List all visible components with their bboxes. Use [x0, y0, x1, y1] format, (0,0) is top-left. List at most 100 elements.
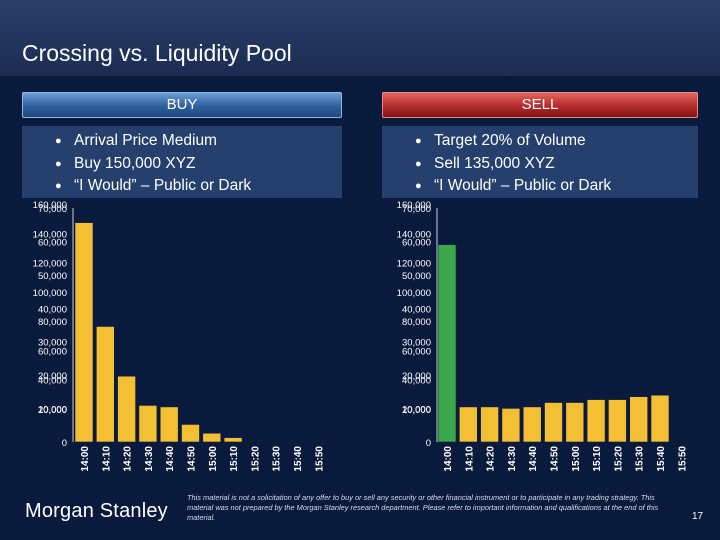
bullet-icon: ●: [55, 157, 62, 170]
sell-x-tick-label: 14:50: [550, 446, 561, 472]
buy-y-tick-label-overlay: 140,000: [33, 229, 67, 240]
buy-y-tick-label: 50,000: [38, 271, 67, 282]
sell-bullet-text: Sell 135,000 XYZ: [434, 154, 555, 172]
sell-y-tick-label: 20,000: [402, 371, 431, 382]
sell-y-tick-label-overlay: 40,000: [402, 376, 431, 387]
buy-x-tick-label: 15:10: [229, 446, 240, 472]
buy-header: BUY: [22, 92, 342, 118]
sell-bullet-text: “I Would” – Public or Dark: [434, 177, 612, 194]
sell-bar: [586, 399, 606, 443]
sell-y-tick-label-overlay: 160,000: [397, 200, 431, 211]
buy-bar: [181, 424, 200, 443]
buy-x-tick-label: 15:40: [293, 446, 304, 472]
buy-x-tick-label: 14:20: [123, 446, 134, 472]
sell-y-tick-label: 0: [426, 438, 431, 449]
sell-x-tick-label: 14:20: [486, 446, 497, 472]
sell-bullet-text: Target 20% of Volume: [434, 132, 586, 149]
bullet-icon: ●: [55, 180, 62, 192]
sell-x-tick-label: 15:30: [635, 446, 646, 472]
buy-bar: [202, 432, 222, 443]
buy-y-tick-label: 40,000: [38, 304, 67, 315]
sell-x-tick-label: 14:10: [464, 446, 475, 472]
sell-x-tick-label: 14:30: [507, 446, 518, 472]
buy-x-tick-label: 14:10: [101, 446, 112, 472]
buy-y-tick-label: 30,000: [38, 338, 67, 349]
sell-bullet-list: ● Target 20% of Volume ● Sell 135,000 XYZ …: [382, 126, 698, 198]
buy-bullet-list: ● Arrival Price Medium ● Buy 150,000 XYZ ●…: [22, 126, 342, 198]
sell-x-tick-label: 15:00: [571, 446, 582, 472]
bullet-icon: ●: [55, 135, 62, 147]
buy-y-tick-label: 0: [62, 438, 67, 449]
sell-x-tick-label: 15:10: [592, 446, 603, 472]
sell-y-tick-label: 30,000: [402, 338, 431, 349]
page-number: 17: [692, 511, 704, 522]
sell-bar: [437, 244, 457, 443]
buy-y-tick-label-overlay: 40,000: [38, 376, 67, 387]
buy-y-tick-label-overlay: 60,000: [38, 346, 67, 357]
buy-y-tick-label: 60,000: [38, 237, 67, 248]
buy-bar: [159, 406, 179, 443]
sell-bar: [522, 406, 542, 443]
sell-y-tick-label-overlay: 60,000: [402, 346, 431, 357]
buy-x-tick-label: 15:50: [314, 446, 325, 472]
sell-bar: [565, 402, 585, 443]
sell-bullet: ● Target 20% of Volume: [382, 130, 698, 153]
sell-y-tick-label: 10,000: [402, 405, 431, 416]
sell-bar: [480, 406, 499, 443]
sell-bar: [458, 406, 478, 443]
buy-bar: [96, 326, 115, 443]
buy-bullet: ● “I Would” – Public or Dark: [22, 175, 342, 198]
sell-y-tick-label: 70,000: [402, 204, 431, 215]
buy-x-tick-label: 15:30: [272, 446, 283, 472]
buy-x-tick-label: 14:00: [80, 446, 91, 472]
sell-x-tick-label: 15:20: [613, 446, 624, 472]
sell-y-tick-label-overlay: 140,000: [397, 229, 431, 240]
buy-x-tick-label: 14:50: [187, 446, 198, 472]
buy-bar: [74, 222, 94, 443]
buy-bar: [138, 405, 158, 443]
sell-y-tick-label-overlay: 100,000: [397, 288, 431, 299]
sell-header: SELL: [382, 92, 698, 118]
sell-y-tick-label: 50,000: [402, 271, 431, 282]
buy-x-tick-label: 15:00: [208, 446, 219, 472]
buy-y-tick-label-overlay: 20,000: [38, 405, 67, 416]
page-title: Crossing vs. Liquidity Pool: [22, 40, 292, 66]
buy-x-tick-label: 14:40: [165, 446, 176, 472]
sell-bullet: ● “I Would” – Public or Dark: [382, 175, 698, 198]
sell-bullet: ● Sell 135,000 XYZ: [382, 153, 698, 176]
buy-bullet-text: “I Would” – Public or Dark: [74, 177, 252, 194]
buy-bullet-text: Arrival Price Medium: [74, 132, 217, 149]
sell-x-tick-label: 15:50: [677, 446, 688, 472]
buy-y-tick-label-overlay: 80,000: [38, 317, 67, 328]
sell-bar: [544, 402, 563, 443]
buy-bullet: ● Buy 150,000 XYZ: [22, 153, 342, 176]
buy-bar: [117, 375, 136, 443]
bullet-icon: ●: [415, 135, 422, 147]
sell-bar: [650, 394, 670, 443]
sell-x-tick-label: 14:40: [528, 446, 539, 472]
buy-bar: [223, 437, 243, 443]
title-bar: [0, 0, 720, 78]
sell-y-tick-label-overlay: 20,000: [402, 405, 431, 416]
sell-bar: [629, 396, 649, 443]
sell-y-tick-label: 40,000: [402, 304, 431, 315]
sell-bar: [501, 408, 521, 443]
sell-x-tick-label: 14:00: [443, 446, 454, 472]
sell-y-tick-label: 60,000: [402, 237, 431, 248]
buy-y-tick-label-overlay: 160,000: [33, 200, 67, 211]
disclaimer-text: This material is not a solicitation of a…: [187, 493, 659, 522]
sell-x-tick-label: 15:40: [656, 446, 667, 472]
buy-y-tick-label: 70,000: [38, 204, 67, 215]
bullet-icon: ●: [415, 180, 422, 192]
buy-y-tick-label-overlay: 100,000: [33, 288, 67, 299]
buy-y-tick-label-overlay: 120,000: [33, 259, 67, 270]
buy-x-tick-label: 15:20: [250, 446, 261, 472]
buy-y-tick-label: 10,000: [38, 405, 67, 416]
buy-y-tick-label: 20,000: [38, 371, 67, 382]
sell-y-tick-label-overlay: 80,000: [402, 317, 431, 328]
buy-x-tick-label: 14:30: [144, 446, 155, 472]
title-divider: [0, 76, 720, 78]
sell-y-tick-label-overlay: 120,000: [397, 259, 431, 270]
buy-bullet: ● Arrival Price Medium: [22, 130, 342, 153]
